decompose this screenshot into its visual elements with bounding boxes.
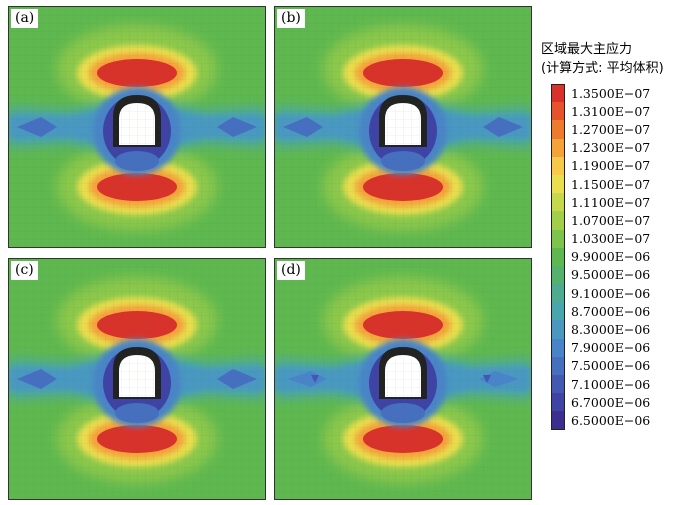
legend-swatch (551, 174, 565, 194)
legend-title-line2: (计算方式: 平均体积) (541, 61, 664, 76)
legend-swatch (551, 138, 565, 157)
legend-swatch (551, 356, 565, 375)
legend-entry: 6.7000E−06 (551, 393, 700, 412)
legend-swatch (551, 193, 565, 212)
legend-swatch (551, 211, 565, 230)
legend-value: 1.1500E−07 (571, 176, 651, 192)
legend-entry: 7.9000E−06 (551, 338, 700, 357)
legend-entry: 1.3100E−07 (551, 102, 700, 121)
legend-swatch (551, 393, 565, 412)
contour-panel-d: (d) (274, 258, 532, 500)
legend-swatch (551, 102, 565, 121)
legend-value: 7.1000E−06 (571, 376, 651, 392)
panel-label: (a) (11, 9, 39, 28)
legend-value: 6.7000E−06 (571, 394, 651, 410)
legend-scale: 1.3500E−07 1.3100E−07 1.2700E−07 1.2300E−07… (551, 84, 700, 430)
panel-label: (d) (277, 261, 305, 280)
legend-swatch (551, 302, 565, 321)
legend-swatch (551, 375, 565, 394)
legend-value: 9.5000E−06 (571, 267, 651, 283)
color-legend: 区域最大主应力 (计算方式: 平均体积) 1.3500E−07 1.3100E−0… (541, 40, 700, 430)
legend-value: 1.3500E−07 (571, 85, 651, 101)
stress-contour-plot (275, 259, 531, 499)
legend-entry: 1.2300E−07 (551, 138, 700, 157)
legend-title-line1: 区域最大主应力 (541, 42, 633, 57)
legend-swatch (551, 411, 565, 430)
legend-entry: 9.1000E−06 (551, 284, 700, 303)
legend-value: 1.0300E−07 (571, 231, 651, 247)
legend-swatch (551, 156, 565, 175)
legend-entry: 8.3000E−06 (551, 320, 700, 339)
legend-entry: 7.5000E−06 (551, 356, 700, 375)
legend-value: 1.0700E−07 (571, 212, 651, 228)
legend-swatch (551, 229, 565, 248)
legend-value: 8.7000E−06 (571, 303, 651, 319)
legend-entry: 1.1100E−07 (551, 193, 700, 212)
legend-swatch (551, 284, 565, 303)
legend-swatch (551, 338, 565, 357)
legend-entry: 6.5000E−06 (551, 411, 700, 430)
panel-label: (b) (277, 9, 305, 28)
contour-panel-b: (b) (274, 6, 532, 248)
legend-value: 1.2300E−07 (571, 140, 651, 156)
legend-value: 7.9000E−06 (571, 340, 651, 356)
legend-value: 1.1100E−07 (571, 194, 651, 210)
legend-value: 1.3100E−07 (571, 103, 651, 119)
stress-contour-plot (9, 7, 265, 247)
contour-panel-c: (c) (8, 258, 266, 500)
legend-swatch (551, 84, 565, 103)
legend-value: 8.3000E−06 (571, 322, 651, 338)
contour-panel-a: (a) (8, 6, 266, 248)
legend-entry: 1.0700E−07 (551, 211, 700, 230)
legend-swatch (551, 120, 565, 139)
legend-swatch (551, 247, 565, 266)
legend-entry: 1.3500E−07 (551, 84, 700, 103)
legend-value: 9.1000E−06 (571, 285, 651, 301)
legend-swatch (551, 265, 565, 285)
stress-contour-plot (9, 259, 265, 499)
legend-value: 1.1900E−07 (571, 158, 651, 174)
panel-label: (c) (11, 261, 38, 280)
legend-value: 9.9000E−06 (571, 249, 651, 265)
legend-entry: 7.1000E−06 (551, 375, 700, 394)
legend-entry: 1.1500E−07 (551, 174, 700, 194)
legend-value: 6.5000E−06 (571, 412, 651, 428)
legend-value: 7.5000E−06 (571, 358, 651, 374)
legend-entry: 9.5000E−06 (551, 265, 700, 285)
stress-contour-plot (275, 7, 531, 247)
legend-entry: 8.7000E−06 (551, 302, 700, 321)
legend-entry: 1.0300E−07 (551, 229, 700, 248)
legend-entry: 9.9000E−06 (551, 247, 700, 266)
legend-entry: 1.2700E−07 (551, 120, 700, 139)
legend-entry: 1.1900E−07 (551, 156, 700, 175)
legend-swatch (551, 320, 565, 339)
legend-value: 1.2700E−07 (571, 121, 651, 137)
